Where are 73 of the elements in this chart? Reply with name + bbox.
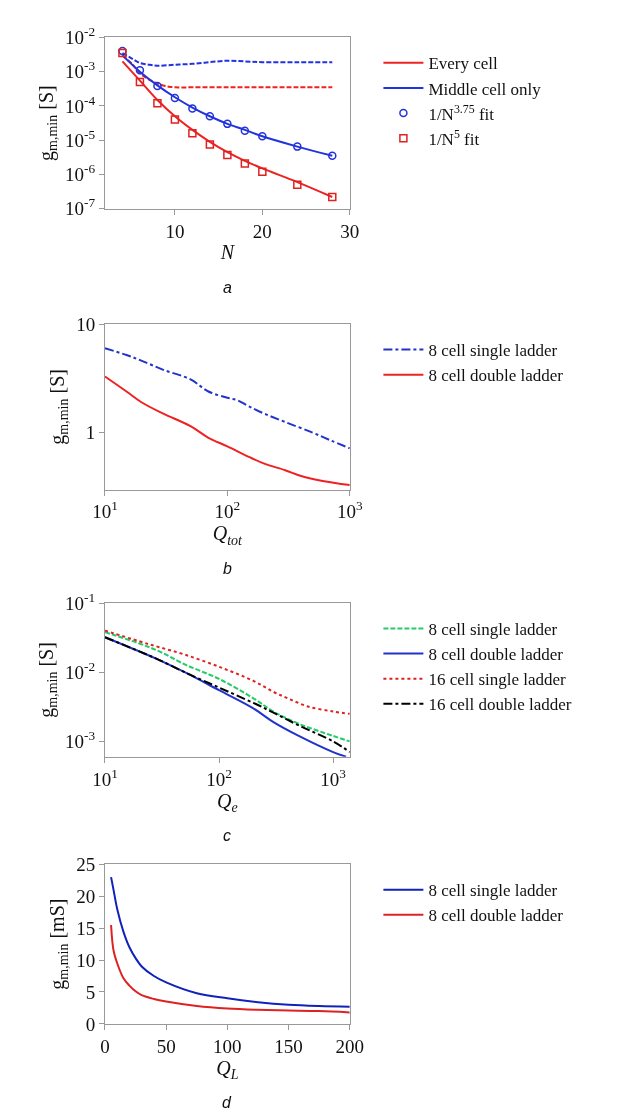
point bbox=[328, 192, 337, 202]
point bbox=[170, 93, 180, 103]
legend-label: 8 cell single ladder bbox=[428, 341, 558, 361]
text: c bbox=[223, 827, 231, 844]
point bbox=[223, 119, 232, 129]
y-tick-label: 5 bbox=[85, 981, 96, 1003]
y-tick-label: 20 bbox=[76, 885, 96, 907]
point bbox=[188, 128, 197, 138]
x-tick-label: 0 bbox=[100, 1035, 110, 1057]
y-tick-label: 10$^{-5}$ bbox=[65, 126, 96, 151]
x-tick-label: 10$^{1}$ bbox=[92, 498, 118, 523]
point bbox=[240, 159, 250, 168]
y-tick-label: 10 bbox=[76, 313, 96, 335]
legend-label: Every cell bbox=[428, 54, 499, 74]
x-tick-label: 20 bbox=[252, 220, 272, 242]
y-tick-label: 1 bbox=[85, 422, 96, 444]
legend-label: 16 cell single ladder bbox=[428, 670, 567, 690]
x-tick-label: 10$^{3}$ bbox=[336, 498, 363, 523]
point bbox=[188, 104, 197, 113]
point bbox=[258, 132, 267, 141]
point bbox=[170, 115, 180, 124]
x-axis-title: N bbox=[219, 241, 236, 264]
point bbox=[293, 180, 302, 190]
point bbox=[205, 112, 215, 121]
text: a bbox=[223, 279, 232, 296]
point bbox=[135, 77, 145, 87]
x-tick-label: 10$^{2}$ bbox=[214, 498, 241, 523]
x-tick-label: 10$^{3}$ bbox=[320, 765, 347, 790]
x-tick-label: 100 bbox=[213, 1035, 242, 1057]
legend-label: 1/N$^{3.75}$ fit bbox=[428, 101, 495, 124]
line-series bbox=[110, 876, 350, 1008]
point bbox=[135, 66, 145, 75]
point bbox=[153, 81, 162, 91]
legend-label: 8 cell double ladder bbox=[428, 906, 564, 926]
legend-label: 16 cell double ladder bbox=[428, 695, 572, 715]
y-tick-label: 10 bbox=[76, 949, 96, 971]
y-tick-label: 10$^{-3}$ bbox=[65, 728, 96, 753]
line-series bbox=[110, 923, 350, 1014]
x-tick-label: 50 bbox=[156, 1035, 176, 1057]
y-tick-label: 10$^{-6}$ bbox=[65, 161, 96, 186]
y-tick-label: 10$^{-7}$ bbox=[65, 195, 96, 220]
point bbox=[258, 167, 267, 176]
y-tick-label: 0 bbox=[85, 1013, 96, 1035]
text: b bbox=[223, 560, 232, 577]
x-axis-title: Q$_{L}$ bbox=[216, 1056, 239, 1082]
y-tick-label: 10$^{-3}$ bbox=[65, 58, 96, 83]
text: d bbox=[222, 1094, 232, 1111]
y-tick-label: 10$^{-1}$ bbox=[65, 589, 96, 614]
y-tick-label: 15 bbox=[76, 917, 96, 939]
y-tick-label: 10$^{-2}$ bbox=[65, 658, 96, 683]
x-tick-label: 10$^{1}$ bbox=[92, 765, 118, 790]
point bbox=[153, 99, 162, 108]
x-tick-label: 200 bbox=[335, 1035, 365, 1057]
x-axis-title: Q$_{e}$ bbox=[217, 789, 238, 815]
point bbox=[328, 151, 337, 161]
x-tick-label: 150 bbox=[274, 1035, 303, 1057]
x-tick-label: 10 bbox=[165, 220, 185, 242]
y-tick-label: 10$^{-4}$ bbox=[65, 92, 96, 117]
point bbox=[205, 140, 215, 149]
y-tick-label: 25 bbox=[76, 854, 96, 876]
x-axis-title: Q$_{tot}$ bbox=[212, 522, 244, 548]
y-tick-label: 10$^{-2}$ bbox=[65, 24, 96, 49]
x-tick-label: 10$^{2}$ bbox=[206, 765, 232, 790]
point bbox=[293, 142, 302, 151]
legend-label: 1/N$^{5}$ fit bbox=[428, 126, 480, 149]
point bbox=[240, 126, 250, 135]
legend-label: Middle cell only bbox=[428, 79, 542, 99]
legend-label: 8 cell single ladder bbox=[428, 620, 558, 640]
legend-label: 8 cell double ladder bbox=[428, 366, 564, 386]
point bbox=[223, 150, 232, 160]
x-tick-label: 30 bbox=[340, 220, 360, 242]
legend-label: 8 cell double ladder bbox=[428, 645, 564, 665]
legend-label: 8 cell single ladder bbox=[428, 881, 558, 901]
